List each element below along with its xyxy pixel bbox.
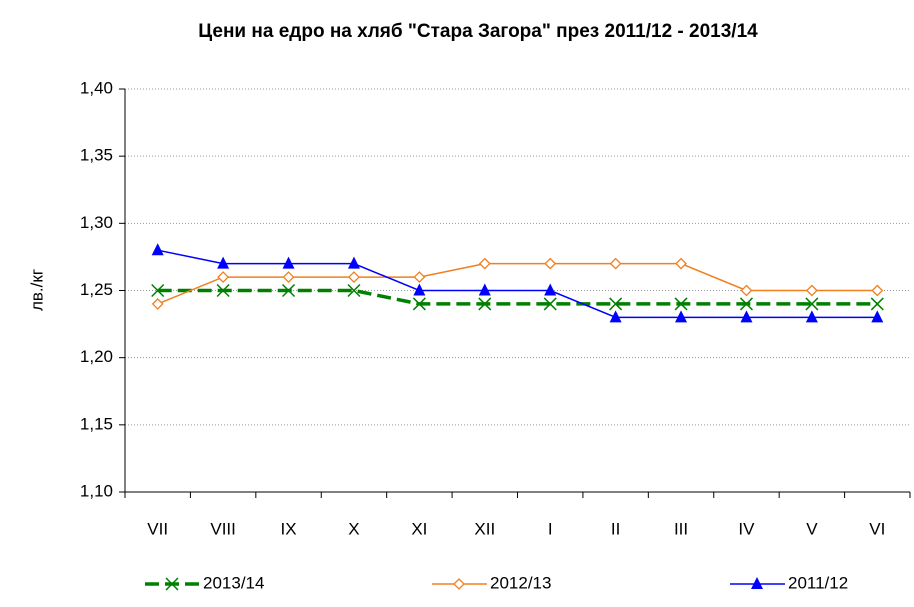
marker (217, 271, 230, 283)
marker (871, 284, 884, 297)
x-tick-label: XII (474, 519, 495, 538)
marker (453, 578, 465, 590)
marker (151, 243, 164, 256)
marker (870, 297, 884, 311)
marker (282, 271, 295, 283)
series-line (157, 262, 878, 305)
legend-label: 2013/14 (203, 573, 264, 592)
x-tick-label: III (674, 519, 688, 538)
y-tick-label: 1,35 (80, 146, 113, 165)
marker (478, 283, 491, 296)
marker (151, 283, 165, 298)
series-line (157, 288, 878, 306)
marker (413, 271, 426, 283)
marker (544, 283, 557, 296)
marker (412, 297, 426, 311)
series-line (157, 249, 878, 319)
marker (740, 284, 753, 297)
marker (478, 297, 492, 311)
y-tick-label: 1,30 (80, 213, 113, 232)
marker (609, 257, 622, 270)
marker (543, 297, 557, 311)
x-tick-label: V (806, 519, 818, 538)
marker (751, 577, 763, 589)
marker (216, 283, 230, 298)
marker (675, 257, 687, 270)
x-tick-label: IV (738, 519, 755, 538)
y-axis-title: лв./кг (27, 269, 46, 311)
marker (347, 283, 361, 298)
x-tick-label: IX (281, 519, 297, 538)
marker (165, 577, 179, 591)
x-tick-label: I (548, 519, 553, 538)
marker (609, 310, 622, 323)
y-tick-label: 1,15 (80, 414, 113, 433)
marker (739, 297, 753, 311)
marker (348, 271, 360, 283)
legend-label: 2012/13 (490, 573, 551, 592)
x-tick-label: X (348, 519, 359, 538)
x-tick-label: XI (411, 519, 427, 538)
marker (544, 257, 557, 270)
legend-label: 2011/12 (788, 573, 848, 592)
chart-title: Цени на едро на хляб "Стара Загора" през… (198, 21, 758, 42)
marker (151, 298, 164, 310)
marker (282, 256, 295, 269)
x-tick-label: II (611, 519, 620, 538)
y-tick-label: 1,40 (80, 78, 113, 97)
marker (675, 310, 688, 323)
marker (674, 297, 688, 311)
x-tick-label: VII (147, 519, 168, 538)
marker (478, 257, 491, 270)
marker (413, 283, 426, 296)
y-tick-label: 1,10 (80, 481, 113, 500)
x-tick-label: VIII (210, 519, 236, 538)
marker (805, 297, 819, 311)
y-tick-label: 1,25 (80, 280, 113, 299)
marker (282, 283, 296, 298)
marker (805, 284, 818, 297)
marker (805, 310, 818, 323)
marker (871, 310, 884, 323)
x-tick-label: VI (869, 519, 885, 538)
marker (347, 256, 360, 269)
marker (217, 256, 230, 269)
marker (740, 310, 753, 323)
y-tick-label: 1,20 (80, 347, 113, 366)
marker (609, 297, 623, 311)
